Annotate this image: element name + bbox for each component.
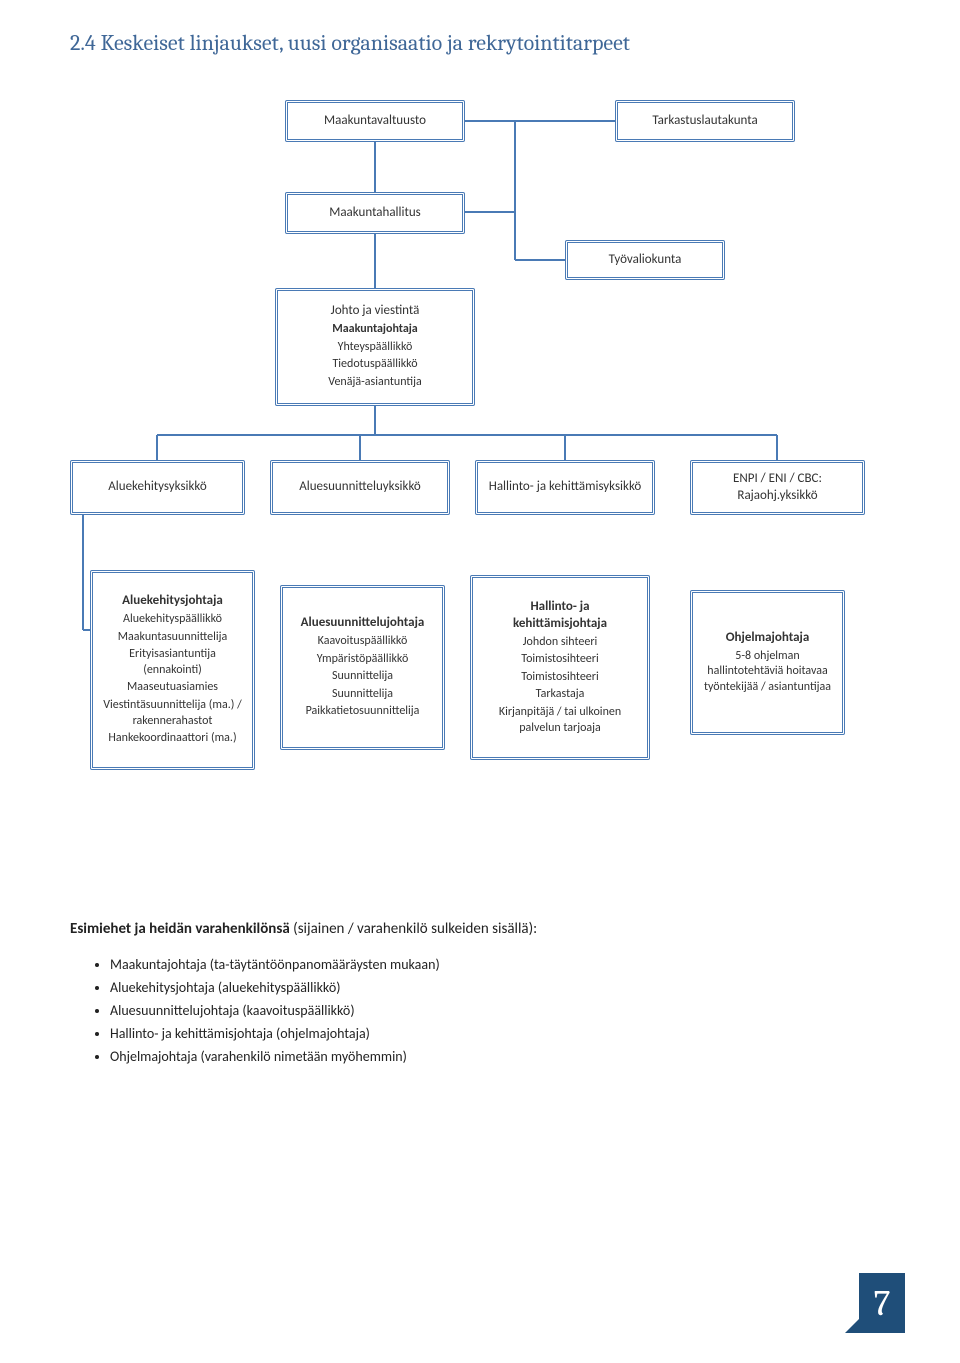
- node-hallinto: Hallinto- ja kehittämisyksikkö: [475, 460, 655, 515]
- node-label: Aluekehitysyksikkö: [108, 479, 207, 496]
- node-tarkastuslautakunta: Tarkastuslautakunta: [615, 100, 795, 142]
- node-aluekehitys: Aluekehitysyksikkö: [70, 460, 245, 515]
- detail-title: Ohjelmajohtaja: [726, 630, 810, 647]
- node-label: Maakuntahallitus: [329, 205, 421, 222]
- node-label: Aluesuunnitteluyksikkö: [299, 479, 421, 496]
- node-label: Hallinto- ja kehittämisyksikkö: [489, 479, 642, 496]
- detail-line: Kirjanpitäjä / tai ulkoinen palvelun tar…: [483, 705, 637, 736]
- johto-role: Yhteyspäällikkö: [338, 340, 413, 356]
- page-number: 7: [859, 1273, 905, 1333]
- list-item: Hallinto- ja kehittämisjohtaja (ohjelmaj…: [110, 1025, 890, 1042]
- detail-line: Suunnittelija: [332, 687, 393, 703]
- node-aluesuunnittelu: Aluesuunnitteluyksikkö: [270, 460, 450, 515]
- detail-line: Aluekehityspäällikkö: [123, 612, 222, 628]
- johto-role: Tiedotuspäällikkö: [332, 357, 417, 373]
- list-item: Aluekehitysjohtaja (aluekehityspäällikkö…: [110, 979, 890, 996]
- detail-line: Viestintäsuunnittelija (ma.) / rakennera…: [103, 698, 242, 729]
- node-johto: Johto ja viestintä Maakuntajohtaja Yhtey…: [275, 288, 475, 406]
- detail-line: Ympäristöpäällikkö: [317, 652, 409, 668]
- detail-title: Aluesuunnittelujohtaja: [301, 615, 425, 632]
- detail-line: 5-8 ohjelman hallintotehtäviä hoitavaa t…: [703, 649, 832, 696]
- detail-line: Maakuntasuunnittelija: [118, 630, 227, 646]
- detail-line: Suunnittelija: [332, 669, 393, 685]
- list-item: Aluesuunnittelujohtaja (kaavoituspäällik…: [110, 1002, 890, 1019]
- node-label: Johto ja viestintä: [331, 303, 420, 320]
- node-label: ENPI / ENI / CBC: Rajaohj.yksikkö: [703, 471, 852, 505]
- node-kehittamisjohtaja: Hallinto- ja kehittämisjohtaja Johdon si…: [470, 575, 650, 760]
- detail-title: Hallinto- ja kehittämisjohtaja: [483, 599, 637, 633]
- node-enpi: ENPI / ENI / CBC: Rajaohj.yksikkö: [690, 460, 865, 515]
- detail-line: Johdon sihteeri: [523, 635, 598, 651]
- node-maakuntavaltuusto: Maakuntavaltuusto: [285, 100, 465, 142]
- node-label: Maakuntavaltuusto: [324, 113, 426, 130]
- detail-line: Erityisasiantuntija (ennakointi): [103, 647, 242, 678]
- list-item: Maakuntajohtaja (ta-täytäntöönpanomääräy…: [110, 956, 890, 973]
- detail-line: Toimistosihteeri: [521, 670, 598, 686]
- detail-line: Kaavoituspäällikkö: [318, 634, 408, 650]
- node-tyovaliokunta: Työvaliokunta: [565, 240, 725, 280]
- detail-line: Tarkastaja: [536, 687, 585, 703]
- detail-line: Paikkatietosuunnittelija: [306, 704, 420, 720]
- below-intro-bold: Esimiehet ja heidän varahenkilönsä: [70, 920, 290, 938]
- node-maakuntahallitus: Maakuntahallitus: [285, 192, 465, 234]
- detail-line: Toimistosihteeri: [521, 652, 598, 668]
- section-title: 2.4 Keskeiset linjaukset, uusi organisaa…: [70, 30, 630, 56]
- bullet-list: Maakuntajohtaja (ta-täytäntöönpanomääräy…: [70, 956, 890, 1065]
- detail-line: Maaseutuasiamies: [127, 680, 218, 696]
- content-below: Esimiehet ja heidän varahenkilönsä (sija…: [70, 920, 890, 1071]
- node-aluesuunnittelujohtaja: Aluesuunnittelujohtaja Kaavoituspäällikk…: [280, 585, 445, 750]
- johto-role: Maakuntajohtaja: [332, 322, 417, 338]
- detail-line: Hankekoordinaattori (ma.): [108, 731, 236, 747]
- org-chart: Maakuntavaltuusto Tarkastuslautakunta Ma…: [70, 100, 890, 860]
- node-label: Työvaliokunta: [609, 252, 682, 269]
- list-item: Ohjelmajohtaja (varahenkilö nimetään myö…: [110, 1048, 890, 1065]
- below-intro-rest: (sijainen / varahenkilö sulkeiden sisäll…: [293, 920, 537, 938]
- node-aluekehitysjohtaja: Aluekehitysjohtaja Aluekehityspäällikkö …: [90, 570, 255, 770]
- node-label: Tarkastuslautakunta: [652, 113, 757, 130]
- johto-role: Venäjä-asiantuntija: [328, 375, 422, 391]
- detail-title: Aluekehitysjohtaja: [122, 593, 223, 610]
- node-ohjelmajohtaja: Ohjelmajohtaja 5-8 ohjelman hallintoteht…: [690, 590, 845, 735]
